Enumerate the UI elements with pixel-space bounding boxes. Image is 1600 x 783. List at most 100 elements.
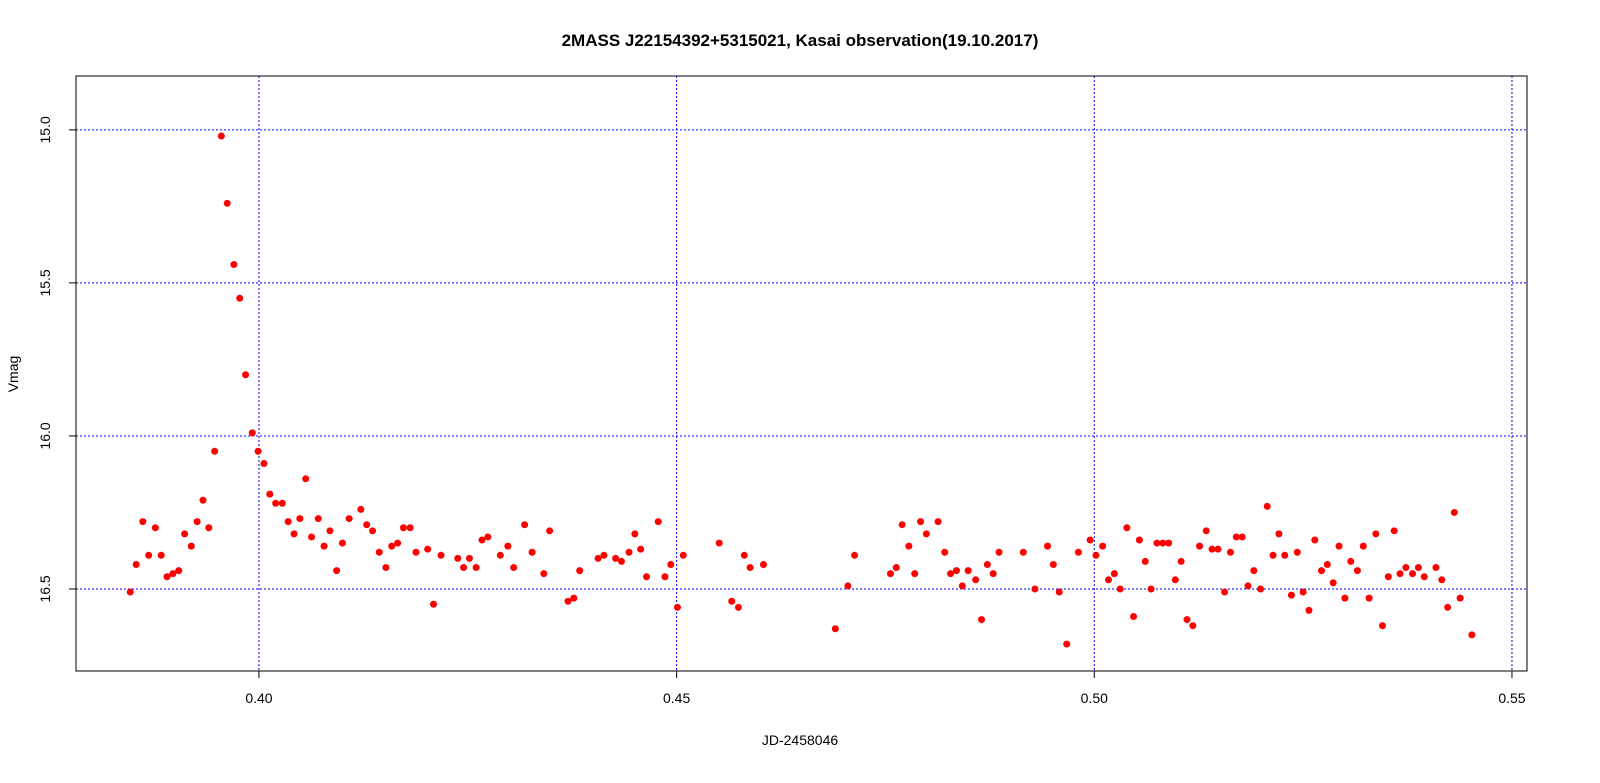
data-point bbox=[1329, 579, 1337, 587]
data-point bbox=[1468, 631, 1476, 639]
data-point bbox=[151, 524, 159, 532]
y-tick-label: 16.5 bbox=[37, 575, 53, 602]
data-point bbox=[1323, 560, 1331, 568]
data-point bbox=[236, 294, 244, 302]
data-point bbox=[1456, 594, 1464, 602]
data-point bbox=[1074, 548, 1082, 556]
data-point bbox=[922, 530, 930, 538]
chart-title: 2MASS J22154392+5315021, Kasai observati… bbox=[562, 31, 1039, 50]
data-point bbox=[1414, 564, 1422, 572]
data-point bbox=[1353, 567, 1361, 575]
data-point bbox=[734, 603, 742, 611]
data-point bbox=[412, 548, 420, 556]
data-point bbox=[187, 542, 195, 550]
data-point bbox=[1341, 594, 1349, 602]
data-point bbox=[338, 539, 346, 547]
data-point bbox=[1153, 539, 1161, 547]
data-point bbox=[546, 527, 554, 535]
data-point bbox=[1269, 551, 1277, 559]
data-point bbox=[266, 490, 274, 498]
data-point bbox=[1110, 570, 1118, 578]
data-point bbox=[242, 371, 250, 379]
data-point bbox=[540, 570, 548, 578]
data-point bbox=[1432, 564, 1440, 572]
data-point bbox=[1208, 545, 1216, 553]
data-point bbox=[892, 564, 900, 572]
plot-frame bbox=[75, 75, 1528, 672]
data-point bbox=[1116, 585, 1124, 593]
data-point bbox=[1159, 539, 1167, 547]
data-point bbox=[284, 518, 292, 526]
data-point bbox=[528, 548, 536, 556]
data-point bbox=[1378, 622, 1386, 630]
data-point bbox=[230, 261, 238, 269]
data-point bbox=[163, 573, 171, 581]
data-point bbox=[917, 518, 925, 526]
data-point bbox=[388, 542, 396, 550]
data-point bbox=[617, 557, 625, 565]
data-point bbox=[1214, 545, 1222, 553]
data-point bbox=[1244, 582, 1252, 590]
data-point bbox=[947, 570, 955, 578]
data-point bbox=[1171, 576, 1179, 584]
data-point bbox=[465, 554, 473, 562]
data-point bbox=[320, 542, 328, 550]
data-point bbox=[1318, 567, 1326, 575]
data-point bbox=[181, 530, 189, 538]
data-point bbox=[363, 521, 371, 529]
data-point bbox=[958, 582, 966, 590]
data-point bbox=[1299, 588, 1307, 596]
data-point bbox=[1359, 542, 1367, 550]
data-point bbox=[1099, 542, 1107, 550]
data-point bbox=[175, 567, 183, 575]
data-point bbox=[1365, 594, 1373, 602]
data-point bbox=[1202, 527, 1210, 535]
x-axis-label: JD-2458046 bbox=[762, 732, 838, 748]
data-point bbox=[199, 496, 207, 504]
data-point bbox=[989, 570, 997, 578]
data-point bbox=[746, 564, 754, 572]
data-point bbox=[1347, 557, 1355, 565]
data-point bbox=[504, 542, 512, 550]
data-point bbox=[740, 551, 748, 559]
data-point bbox=[952, 567, 960, 575]
data-point bbox=[484, 533, 492, 541]
data-point bbox=[1177, 557, 1185, 565]
data-point bbox=[844, 582, 852, 590]
data-point bbox=[248, 429, 256, 437]
data-point bbox=[1123, 524, 1131, 532]
data-point bbox=[157, 551, 165, 559]
data-point bbox=[302, 475, 310, 483]
data-point bbox=[898, 521, 906, 529]
data-point bbox=[1444, 603, 1452, 611]
data-point bbox=[510, 564, 518, 572]
data-point bbox=[1104, 576, 1112, 584]
data-point bbox=[1183, 616, 1191, 624]
data-point bbox=[594, 554, 602, 562]
data-point bbox=[1450, 508, 1458, 516]
data-point bbox=[460, 564, 468, 572]
data-point bbox=[424, 545, 432, 553]
data-point bbox=[260, 459, 268, 467]
data-point bbox=[600, 551, 608, 559]
x-tick-label: 0.55 bbox=[1498, 690, 1525, 706]
data-point bbox=[1396, 570, 1404, 578]
data-point bbox=[308, 533, 316, 541]
data-point bbox=[1275, 530, 1283, 538]
data-point bbox=[1305, 606, 1313, 614]
data-point bbox=[570, 594, 578, 602]
data-point bbox=[983, 560, 991, 568]
data-point bbox=[333, 567, 341, 575]
data-point bbox=[272, 499, 280, 507]
data-point bbox=[1390, 527, 1398, 535]
data-point bbox=[345, 515, 353, 523]
data-point bbox=[394, 539, 402, 547]
data-point bbox=[637, 545, 645, 553]
data-point bbox=[223, 199, 231, 207]
data-point bbox=[1409, 570, 1417, 578]
data-point bbox=[911, 570, 919, 578]
data-point bbox=[375, 548, 383, 556]
data-point bbox=[1263, 502, 1271, 510]
data-point bbox=[169, 570, 177, 578]
